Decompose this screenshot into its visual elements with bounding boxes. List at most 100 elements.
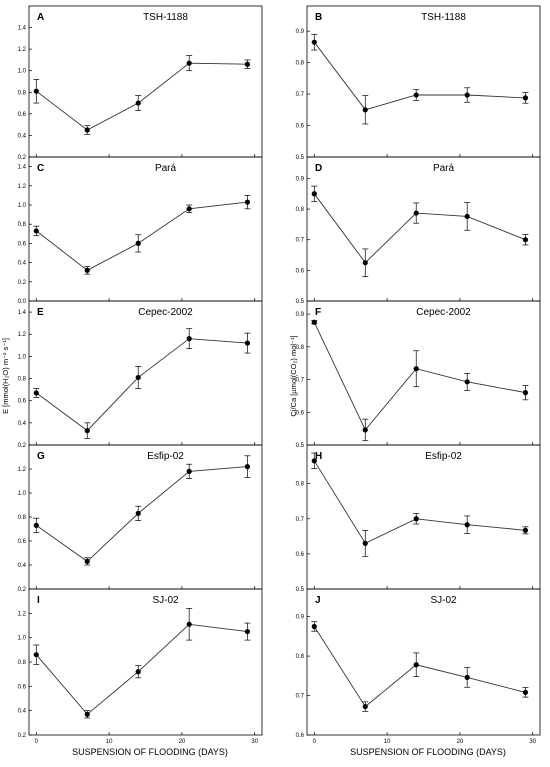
y-tick-label: 0.2: [18, 587, 27, 593]
data-point: [135, 669, 141, 675]
data-point: [186, 336, 192, 342]
y-tick-label: 0.7: [296, 238, 305, 244]
panel-title: SJ-02: [152, 595, 179, 606]
panel-letter: C: [37, 163, 44, 174]
y-tick-label: 1.0: [18, 636, 27, 642]
x-axis-title-right: SUSPENSION OF FLOODING (DAYS): [350, 747, 506, 757]
y-tick-label: 0.4: [18, 709, 27, 715]
y-tick-label: 0.5: [296, 155, 305, 161]
series-line: [313, 626, 526, 708]
panel-letter: J: [315, 595, 321, 606]
series-line: [313, 322, 526, 431]
data-point: [135, 240, 141, 246]
panel-b: 0.5 0.6 0.7 0.8 0.9 B TSH-1188: [296, 5, 541, 161]
x-axis-title-left: SUSPENSION OF FLOODING (DAYS): [72, 747, 228, 757]
y-tick-label: 0.7: [296, 92, 305, 98]
panel-title: TSH-1188: [143, 12, 188, 23]
data-point: [244, 199, 251, 205]
data-point: [135, 510, 141, 516]
panel-title: Pará: [155, 163, 177, 174]
y-tick-label: 0.4: [18, 261, 27, 267]
y-tick-label: 1.4: [18, 165, 27, 171]
series-line: [36, 201, 248, 271]
x-tick-label: 30: [251, 739, 258, 745]
panel-i: 0.2 0.4 0.6 0.8 1.0 1.2 0 10 20 30 I SJ-02: [18, 588, 263, 745]
y-tick-label: 1.2: [18, 467, 27, 473]
data-point: [244, 464, 251, 470]
y-tick-label: 0.8: [296, 482, 305, 488]
panel-title: TSH-1188: [421, 12, 466, 23]
panel-title: Cepec-2002: [138, 307, 193, 318]
data-point: [135, 100, 141, 106]
data-point: [464, 674, 470, 680]
data-point: [33, 522, 39, 529]
data-point: [186, 621, 192, 627]
y-tick-label: 0.5: [296, 587, 305, 593]
y-tick-label: 0.8: [18, 660, 27, 666]
y-tick-label: 0.5: [296, 443, 305, 449]
y-tick-label: 0.6: [296, 268, 305, 274]
y-tick-label: 0.4: [18, 133, 27, 139]
data-point: [413, 210, 419, 216]
panel-frame: [306, 588, 541, 736]
y-tick-label: 0.2: [18, 443, 27, 449]
y-tick-label: 0.6: [18, 241, 27, 247]
data-point: [33, 390, 39, 396]
data-point: [464, 92, 470, 98]
y-axis-title-left: E [mmol(H₂O) m⁻² s⁻¹]: [1, 338, 10, 414]
y-tick-label: 0.8: [18, 222, 27, 228]
data-point: [311, 191, 317, 197]
data-point: [311, 458, 317, 464]
series-line: [313, 41, 526, 111]
data-point: [362, 540, 368, 546]
panel-frame: [28, 300, 263, 446]
data-point: [464, 522, 470, 528]
panel-title: Cepec-2002: [416, 307, 471, 318]
data-point: [135, 374, 141, 381]
y-tick-label: 0.8: [296, 654, 305, 660]
y-tick-label: 0.8: [296, 345, 305, 351]
data-point: [186, 206, 192, 212]
data-point: [186, 468, 192, 474]
panel-frame: [28, 588, 263, 736]
data-point: [33, 652, 39, 658]
y-tick-label: 0.7: [296, 378, 305, 384]
y-tick-label: 1.0: [18, 203, 27, 209]
y-tick-label: 0.7: [296, 517, 305, 523]
y-tick-label: 1.4: [18, 26, 27, 32]
y-tick-label: 0.6: [296, 733, 305, 739]
data-point: [522, 689, 529, 695]
y-tick-label: 0.2: [18, 280, 27, 286]
y-tick-label: 0.8: [296, 207, 305, 213]
data-point: [522, 527, 529, 533]
panel-letter: H: [315, 451, 322, 462]
panel-c: 0.0 0.2 0.4 0.6 0.8 1.0 1.2 1.4 C Pará: [18, 156, 263, 305]
data-point: [33, 88, 39, 94]
y-tick-label: 0.7: [296, 694, 305, 700]
panel-title: Esfip-02: [147, 451, 184, 462]
data-point: [311, 39, 317, 45]
y-tick-label: 0.9: [296, 29, 305, 35]
data-point: [522, 95, 529, 101]
panel-frame: [28, 156, 263, 302]
x-tick-label: 10: [384, 739, 391, 745]
data-point: [362, 107, 368, 113]
panel-letter: E: [37, 307, 44, 318]
y-tick-label: 0.6: [18, 399, 27, 405]
data-point: [413, 92, 419, 98]
series-line: [313, 193, 526, 264]
y-tick-label: 0.6: [296, 552, 305, 558]
data-point: [33, 228, 39, 234]
data-point: [84, 711, 90, 717]
y-tick-label: 1.2: [18, 332, 27, 338]
data-point: [244, 61, 251, 67]
series-line: [313, 460, 526, 544]
panel-letter: D: [315, 163, 322, 174]
panel-title: Esfip-02: [425, 451, 462, 462]
panel-e: 0.2 0.4 0.6 0.8 1.0 1.2 1.4 E Cepec-2002: [18, 300, 263, 449]
panel-j: 0.6 0.7 0.8 0.9 0 10 20 30 J SJ-02: [296, 588, 541, 745]
y-tick-label: 0.8: [296, 61, 305, 67]
x-tick-label: 0: [35, 739, 39, 745]
y-tick-label: 1.0: [18, 491, 27, 497]
